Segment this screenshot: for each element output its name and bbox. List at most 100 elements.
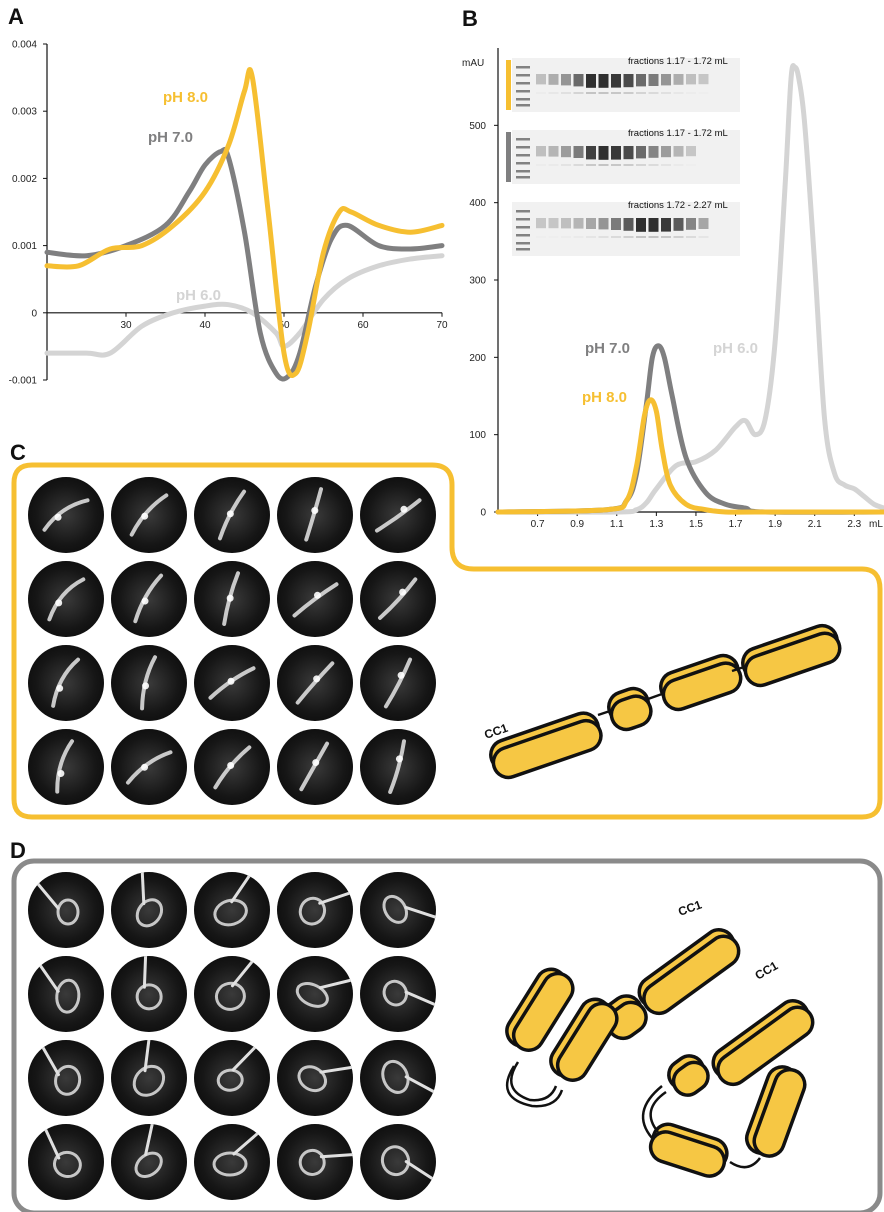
em-particle-image (28, 729, 104, 805)
gel-band (661, 146, 671, 158)
em-particle-image (194, 729, 270, 805)
x-tick-label: 1.3 (649, 519, 663, 530)
gel-band (673, 74, 684, 85)
x-tick-label: 0.7 (531, 519, 545, 530)
x-tick-label: 0.9 (570, 519, 584, 530)
cd-spectrum-chart: 0.004 0.003 0.002 0.001 0 -0.001 30 40 50 60 70 pH… (9, 40, 448, 387)
series-line-60 (44, 253, 445, 358)
panel-label-a: A (8, 4, 24, 29)
gel-caption: fractions 1.17 - 1.72 mL (628, 128, 728, 139)
em-particle-image (194, 645, 270, 721)
y-tick-label: 0 (31, 308, 37, 319)
label-ph8-b: pH 8.0 (582, 389, 627, 406)
y-tick-label: 500 (469, 121, 486, 132)
folded-schematic-d: CC1 CC1 (505, 897, 815, 1178)
y-tick-label: 0.001 (12, 241, 37, 252)
gel-band (561, 146, 571, 158)
panel-c-frame (11, 462, 883, 820)
gel-band (661, 218, 671, 232)
gel-band (623, 218, 634, 231)
em-particle-image (360, 1124, 436, 1200)
label-ph7: pH 7.0 (148, 129, 193, 146)
series-line-70 (44, 146, 445, 382)
panel-label-b: B (462, 6, 478, 31)
gel-band (573, 218, 584, 229)
x-tick-label: 1.9 (768, 519, 782, 530)
em-particle-image (28, 477, 104, 553)
x-tick-label: 1.5 (689, 519, 703, 530)
gel-band (686, 218, 696, 230)
gel-caption: fractions 1.72 - 2.27 mL (628, 200, 728, 211)
y-tick-label: 0.004 (12, 40, 37, 51)
panel-d-frame (11, 858, 883, 1212)
em-particle-image (194, 1124, 270, 1200)
em-particle-image (28, 1124, 104, 1200)
x-tick-label: 2.3 (847, 519, 861, 530)
em-particle-image (194, 872, 270, 948)
gel-band (623, 146, 634, 160)
gel-color-marker (506, 204, 511, 254)
em-particle-image (111, 1040, 187, 1116)
series-line-80 (44, 67, 445, 378)
x-tick-label: 40 (199, 320, 211, 331)
gel-band (536, 146, 546, 157)
gel-band (586, 218, 596, 229)
em-particle-image (194, 561, 270, 637)
gel-band (661, 74, 671, 86)
y-tick-label: 0.002 (12, 174, 37, 185)
sec-chromatogram-chart: 500 400 300 200 100 0 0.7 0.9 1.1 1.3 1.5 1.7 1.9 2.1… (462, 48, 884, 530)
em-particle-image (277, 645, 353, 721)
gel-band (548, 218, 559, 229)
x-tick-label: 2.1 (808, 519, 822, 530)
em-particle-image (360, 645, 436, 721)
sds-page-gel (512, 202, 740, 256)
y-tick-label: 0.003 (12, 107, 37, 118)
em-particle-image (360, 872, 436, 948)
x-tick-label: 60 (357, 320, 369, 331)
panel-label-d: D (10, 838, 26, 863)
y-tick-label: 0 (480, 508, 486, 519)
gel-band (598, 218, 609, 230)
gel-band (648, 218, 659, 232)
em-particle-image (28, 561, 104, 637)
gel-band (536, 74, 546, 85)
panel-label-c: C (10, 440, 26, 465)
em-particle-image (111, 956, 187, 1032)
em-particle-image (111, 872, 187, 948)
gel-band (648, 146, 659, 158)
gel-band (573, 146, 584, 158)
label-ph8: pH 8.0 (163, 89, 208, 106)
gel-band (698, 218, 709, 229)
gel-color-marker (506, 60, 511, 110)
em-particle-image (277, 561, 353, 637)
gel-band (598, 146, 609, 160)
em-particle-image (28, 645, 104, 721)
sds-page-gel (512, 58, 740, 112)
em-particle-image (277, 872, 353, 948)
em-particle-image (194, 1040, 270, 1116)
gel-band (636, 146, 646, 159)
gel-color-marker (506, 132, 511, 182)
gel-band (636, 74, 646, 87)
gel-band (673, 218, 684, 231)
sds-page-gel (512, 130, 740, 184)
em-particle-image (111, 645, 187, 721)
extended-schematic-c: CC1 (482, 623, 842, 780)
gel-band (611, 74, 621, 88)
x-tick-label: 30 (120, 320, 132, 331)
em-particle-image (360, 956, 436, 1032)
gel-band (586, 146, 596, 160)
label-ph6-b: pH 6.0 (713, 340, 758, 357)
em-particle-image (28, 872, 104, 948)
em-particle-image (360, 1040, 436, 1116)
gel-band (548, 146, 559, 157)
y-tick-label: 400 (469, 198, 486, 209)
gel-band (586, 74, 596, 88)
gel-band (573, 74, 584, 87)
gel-band (611, 218, 621, 230)
cc1-label-d1: CC1 (676, 897, 704, 918)
em-particle-image (111, 477, 187, 553)
em-particle-image (194, 477, 270, 553)
gel-band (648, 74, 659, 86)
gel-band (611, 146, 621, 160)
